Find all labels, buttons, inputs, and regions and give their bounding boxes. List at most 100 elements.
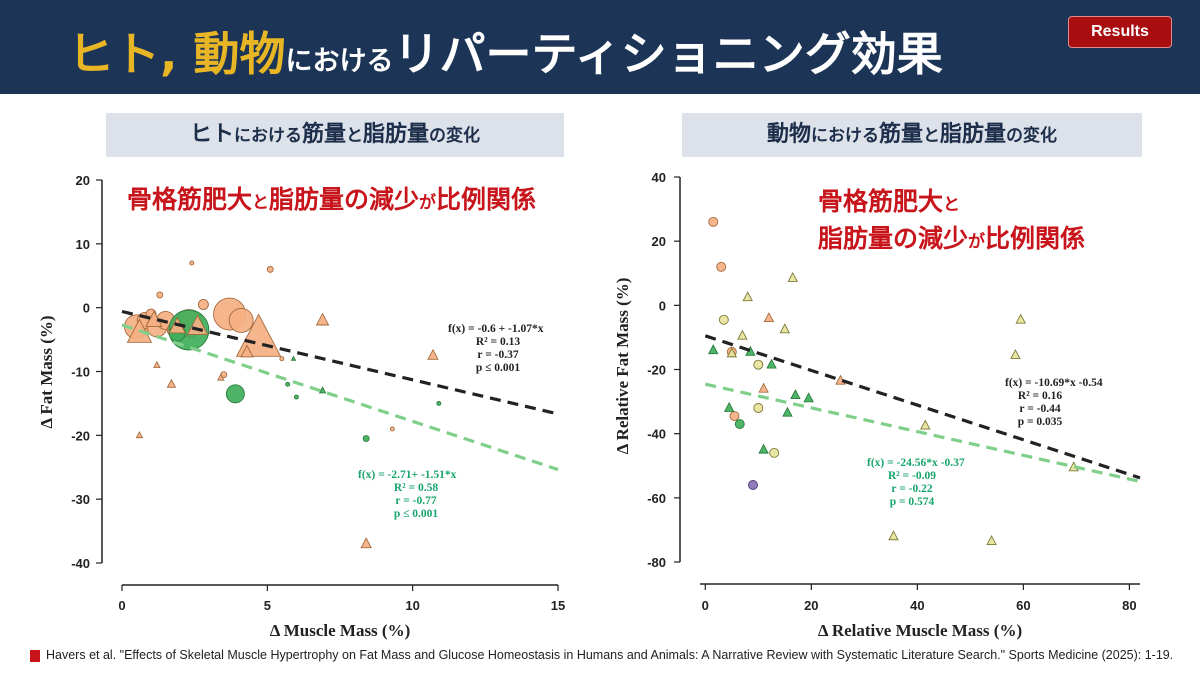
x-tick-label: 0 [702, 598, 709, 613]
data-point-circle [266, 265, 274, 273]
slide-title: ヒト, 動物におけるリパーティショニング効果 [68, 18, 943, 84]
y-tick-label: 0 [83, 301, 90, 316]
regression-stat-overall: r = -0.37 [477, 349, 518, 361]
y-tick-label: -40 [71, 556, 90, 571]
data-point-triangle [888, 530, 899, 541]
data-point-circle [769, 447, 780, 458]
regression-stat-green: r = -0.22 [891, 483, 932, 495]
regression-line-overall [704, 334, 1141, 480]
data-point-circle [716, 261, 727, 272]
data-point-triangle [315, 312, 330, 326]
data-point-triangle [742, 291, 753, 302]
y-tick-label: -80 [647, 555, 666, 570]
regression-stat-overall: R² = 0.16 [1018, 390, 1062, 402]
y-tick-label: -40 [647, 427, 666, 442]
x-tick-label: 15 [551, 598, 565, 613]
right-panel-heading: 動物における筋量と脂肪量の変化 [682, 113, 1142, 157]
data-point-triangle [758, 443, 769, 454]
x-tick-label: 80 [1122, 598, 1136, 613]
data-point-circle [718, 314, 729, 325]
title-highlight: ヒト, 動物 [68, 27, 286, 81]
data-point-triangle [986, 535, 997, 546]
regression-line-overall [121, 309, 559, 416]
results-badge: Results [1068, 16, 1172, 48]
x-tick-label: 40 [910, 598, 924, 613]
left-panel-heading: ヒトにおける筋量と脂肪量の変化 [106, 113, 564, 157]
regression-stat-green: r = -0.77 [395, 495, 436, 507]
data-point-triangle [726, 347, 738, 358]
y-tick-label: 10 [76, 237, 90, 252]
regression-line-green [121, 323, 559, 472]
x-tick-label: 0 [118, 598, 125, 613]
y-tick-label: -10 [71, 365, 90, 380]
data-point-circle [389, 426, 395, 432]
data-point-triangle [803, 392, 814, 403]
data-point-triangle [782, 406, 793, 417]
data-point-triangle [240, 344, 254, 358]
data-point-triangle [217, 373, 225, 381]
data-point-circle [748, 480, 758, 490]
data-point-circle [197, 299, 209, 310]
y-tick-label: 20 [76, 173, 90, 188]
y-axis-label: Δ Relative Fat Mass (%) [613, 278, 632, 455]
data-point-circle [708, 216, 719, 227]
data-point-triangle [1010, 348, 1021, 359]
regression-line-green [704, 382, 1141, 484]
title-main: リパーティショニング効果 [393, 27, 943, 81]
regression-stat-green: p = 0.574 [890, 496, 935, 508]
data-point-triangle [290, 355, 297, 361]
regression-stat-green: R² = -0.09 [888, 470, 936, 482]
regression-stat-overall: r = -0.44 [1019, 403, 1060, 415]
left-finding-note: 骨格筋肥大と脂肪量の減少が比例関係 [127, 185, 537, 214]
reference-icon [30, 650, 40, 662]
data-point-triangle [763, 312, 775, 323]
data-point-circle [225, 384, 245, 404]
data-point-triangle [427, 348, 439, 360]
x-axis-label: Δ Muscle Mass (%) [270, 621, 411, 640]
data-point-circle [228, 307, 254, 333]
data-point-circle [436, 400, 442, 406]
data-point-circle [729, 411, 740, 421]
y-tick-label: -60 [647, 491, 666, 506]
right-finding-note: 骨格筋肥大と 脂肪量の減少が比例関係 [818, 187, 1086, 253]
x-tick-label: 5 [264, 598, 271, 613]
data-point-triangle [360, 537, 372, 549]
data-point-triangle [153, 360, 161, 368]
y-tick-label: -20 [71, 428, 90, 443]
y-tick-label: -30 [71, 492, 90, 507]
data-point-triangle [790, 389, 801, 400]
data-point-triangle [737, 329, 748, 340]
regression-stat-green: f(x) = -2.71+ -1.51*x [358, 469, 457, 481]
regression-stat-overall: f(x) = -0.6 + -1.07*x [448, 323, 544, 335]
title-bar [0, 0, 1200, 94]
data-point-circle [734, 419, 745, 429]
data-point-circle [285, 381, 291, 387]
data-point-triangle [318, 386, 327, 394]
data-point-triangle [166, 378, 177, 388]
y-tick-label: 20 [652, 234, 666, 249]
regression-stat-overall: f(x) = -10.69*x -0.54 [1005, 377, 1103, 389]
data-point-triangle [723, 401, 735, 412]
y-axis-label: Δ Fat Mass (%) [37, 315, 56, 428]
y-tick-label: -20 [647, 363, 666, 378]
y-tick-label: 40 [652, 170, 666, 185]
data-point-triangle [920, 419, 931, 430]
y-tick-label: 0 [659, 298, 666, 313]
regression-stat-overall: R² = 0.13 [476, 336, 520, 348]
data-point-circle [753, 403, 764, 413]
data-point-circle [189, 260, 195, 266]
regression-stat-overall: p ≤ 0.001 [476, 362, 521, 374]
data-point-circle [279, 356, 285, 362]
data-point-triangle [708, 344, 719, 355]
regression-stat-green: R² = 0.58 [394, 482, 438, 494]
data-point-circle [293, 394, 299, 400]
data-point-triangle [787, 271, 799, 282]
x-tick-label: 10 [405, 598, 419, 613]
x-tick-label: 20 [804, 598, 818, 613]
reference-citation: Havers et al. "Effects of Skeletal Muscl… [46, 648, 1174, 662]
data-point-circle [753, 359, 764, 370]
regression-stat-overall: p = 0.035 [1018, 416, 1063, 428]
data-point-circle [156, 291, 164, 299]
